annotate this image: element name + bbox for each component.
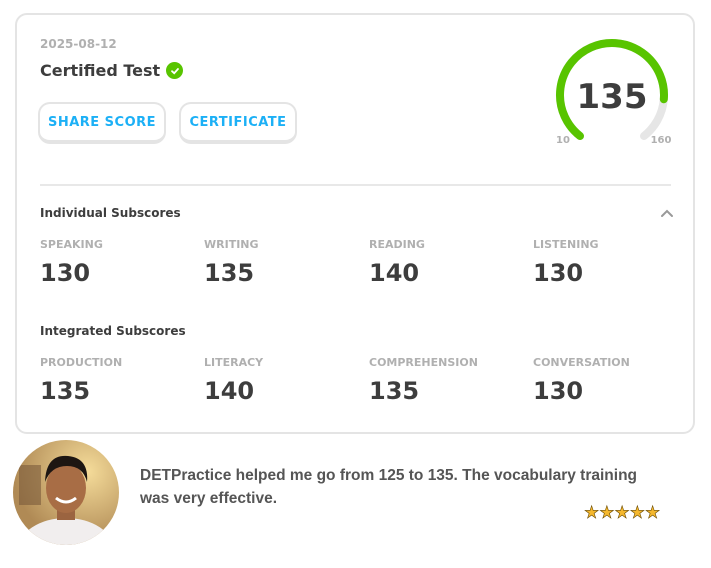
gauge-score: 135 [577,77,648,117]
certificate-button[interactable]: CERTIFICATE [179,102,297,144]
test-title: Certified Test [40,61,184,80]
star-rating: ★★★★★ [584,503,661,524]
chevron-up-icon[interactable] [660,208,674,218]
gauge-max: 160 [651,135,672,146]
testimonial-quote: DETPractice helped me go from 125 to 135… [140,467,638,507]
subscore-value: 130 [533,377,584,405]
subscore-value: 140 [204,377,255,405]
test-date: 2025-08-12 [40,37,117,51]
subscore-label: LITERACY [204,356,264,369]
subscore-label: LISTENING [533,238,599,251]
subscore-value: 135 [369,377,420,405]
subscore-label: COMPREHENSION [369,356,478,369]
subscore-value: 130 [40,259,91,287]
avatar [13,440,119,545]
gauge-fill [556,39,668,140]
subscore-value: 135 [204,259,255,287]
test-title-text: Certified Test [40,61,161,80]
divider [40,184,671,186]
integrated-subscores-heading: Integrated Subscores [40,324,186,338]
subscore-label: PRODUCTION [40,356,123,369]
subscore-label: READING [369,238,425,251]
check-circle-icon [166,62,184,79]
subscore-value: 140 [369,259,420,287]
share-score-button[interactable]: SHARE SCORE [38,102,166,144]
subscore-label: WRITING [204,238,259,251]
score-card: 2025-08-12 Certified Test SHARE SCORE CE… [15,13,695,434]
gauge-min: 10 [556,135,570,146]
subscore-label: SPEAKING [40,238,103,251]
individual-subscores-heading: Individual Subscores [40,206,181,220]
subscore-label: CONVERSATION [533,356,630,369]
subscore-value: 130 [533,259,584,287]
subscore-value: 135 [40,377,91,405]
score-gauge: 135 10 160 [556,39,672,146]
